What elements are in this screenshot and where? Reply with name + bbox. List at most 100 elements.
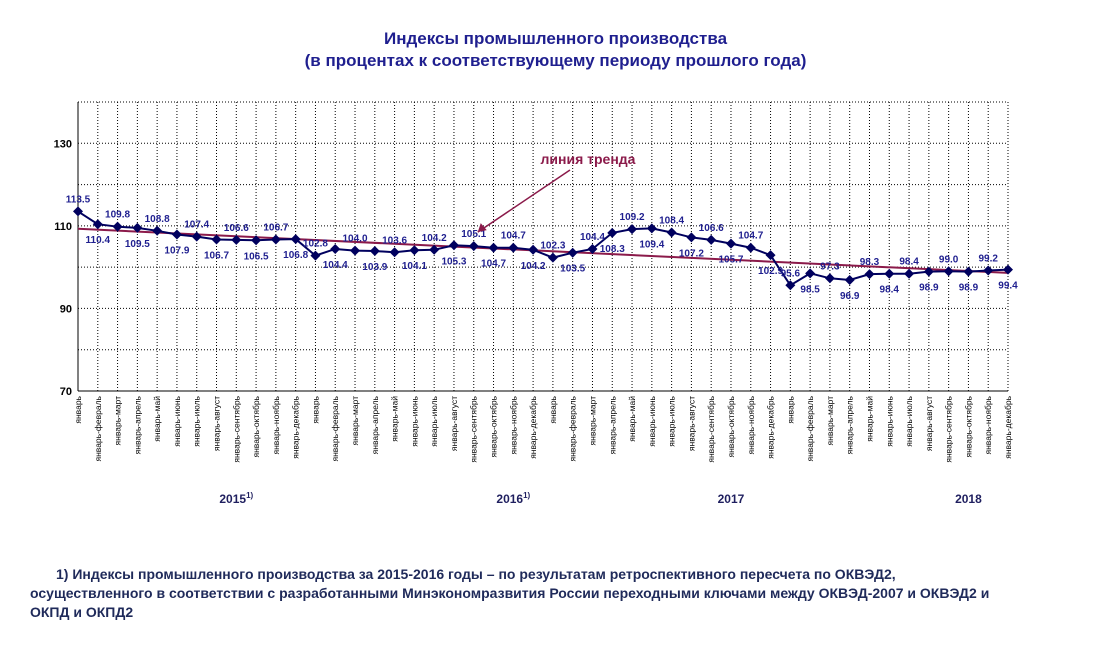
data-point bbox=[211, 234, 222, 245]
data-label: 102.3 bbox=[540, 241, 565, 252]
data-label: 99.2 bbox=[978, 253, 998, 264]
y-tick-label: 110 bbox=[54, 221, 72, 233]
x-tick-label: январь-август bbox=[449, 396, 459, 451]
data-label: 110.4 bbox=[86, 235, 111, 246]
year-label: 2018 bbox=[955, 492, 982, 506]
x-tick-label: январь-ноябрь bbox=[983, 395, 993, 454]
data-point bbox=[587, 243, 598, 254]
data-point bbox=[765, 250, 776, 261]
x-tick-label: январь-октябрь bbox=[489, 395, 499, 457]
data-point bbox=[646, 223, 657, 234]
data-label: 108.8 bbox=[145, 214, 170, 225]
x-tick-label: январь-август bbox=[212, 396, 222, 451]
x-tick-label: январь-август bbox=[924, 396, 934, 451]
year-label-sup: 1) bbox=[246, 491, 253, 500]
data-label: 96.9 bbox=[840, 291, 860, 302]
data-label: 97.3 bbox=[820, 261, 840, 272]
data-point bbox=[824, 273, 835, 284]
data-point bbox=[92, 219, 103, 230]
data-point bbox=[251, 235, 262, 246]
x-tick-label: январь-июнь bbox=[647, 395, 657, 446]
x-tick-label: январь-февраль bbox=[93, 395, 103, 461]
x-tick-label: январь-ноябрь bbox=[746, 395, 756, 454]
data-point bbox=[725, 238, 736, 249]
data-label: 98.3 bbox=[860, 257, 880, 268]
data-point bbox=[785, 280, 796, 291]
data-point bbox=[904, 268, 915, 279]
x-tick-label: январь-май bbox=[390, 396, 400, 442]
x-tick-label: январь-сентябрь bbox=[231, 395, 241, 462]
footnote: 1) Индексы промышленного производства за… bbox=[30, 565, 1090, 622]
data-point bbox=[73, 206, 83, 217]
x-tick-label: январь bbox=[73, 395, 83, 423]
data-label: 105.7 bbox=[718, 255, 743, 266]
x-tick-label: январь-март bbox=[825, 396, 835, 446]
data-label: 108.3 bbox=[600, 244, 625, 255]
x-tick-label: январь-апрель bbox=[132, 395, 142, 454]
x-tick-label: январь-май bbox=[152, 396, 162, 442]
footnote-line-2: осуществленного в соответствии с разрабо… bbox=[30, 585, 990, 601]
data-label: 98.9 bbox=[919, 283, 939, 294]
x-tick-label: январь-февраль bbox=[330, 395, 340, 461]
footnote-line-3: ОКПД и ОКПД2 bbox=[30, 604, 134, 620]
data-label: 95.6 bbox=[781, 268, 801, 279]
x-tick-label: январь bbox=[785, 395, 795, 423]
data-point bbox=[528, 244, 539, 255]
year-label-sup: 1) bbox=[523, 491, 530, 500]
x-tick-label: январь-октябрь bbox=[963, 395, 973, 457]
data-point bbox=[983, 265, 994, 276]
x-tick-label: январь-октябрь bbox=[251, 395, 261, 457]
year-label: 20151) bbox=[219, 491, 253, 506]
data-point bbox=[844, 274, 855, 285]
data-label: 107.4 bbox=[184, 220, 209, 231]
data-point bbox=[567, 247, 578, 258]
line-chart: 70 90 110 130 январь январь-февраль январь-мар… bbox=[54, 101, 1018, 506]
data-label: 104.7 bbox=[738, 231, 763, 242]
data-label: 107.2 bbox=[679, 248, 704, 259]
data-label: 103.5 bbox=[560, 264, 585, 275]
data-point bbox=[805, 268, 816, 279]
data-label: 103.9 bbox=[362, 262, 387, 273]
x-tick-label: январь-февраль bbox=[805, 395, 815, 461]
data-label: 102.9 bbox=[758, 266, 783, 277]
data-point bbox=[429, 244, 440, 255]
x-tick-label: январь-апрель bbox=[370, 395, 380, 454]
x-tick-label: январь-апрель bbox=[845, 395, 855, 454]
x-tick-label: январь-декабрь bbox=[1003, 395, 1013, 458]
data-point bbox=[152, 225, 163, 236]
x-tick-label: январь-декабрь bbox=[766, 395, 776, 458]
data-point bbox=[231, 234, 242, 245]
y-tick-label: 90 bbox=[60, 303, 72, 315]
data-point bbox=[112, 221, 123, 232]
data-label: 113.5 bbox=[66, 194, 91, 205]
data-point bbox=[923, 266, 934, 277]
data-point bbox=[706, 234, 717, 245]
annotation-arrow bbox=[477, 169, 571, 233]
data-label: 107.9 bbox=[164, 246, 189, 257]
x-tick-label: январь-июль bbox=[192, 395, 202, 446]
data-label: 106.7 bbox=[204, 250, 229, 261]
data-label: 106.8 bbox=[283, 250, 308, 261]
data-label: 105.3 bbox=[441, 256, 466, 267]
x-tick-label: январь-июль bbox=[429, 395, 439, 446]
data-label: 98.4 bbox=[880, 285, 900, 296]
x-tick-label: январь-октябрь bbox=[726, 395, 736, 457]
x-tick-label: январь-май bbox=[627, 396, 637, 442]
data-label: 104.2 bbox=[521, 261, 546, 272]
x-tick-label: январь-сентябрь bbox=[706, 395, 716, 462]
x-tick-label: январь-сентябрь bbox=[469, 395, 479, 462]
data-label: 103.6 bbox=[382, 235, 407, 246]
data-label: 109.8 bbox=[105, 210, 130, 221]
data-label: 98.5 bbox=[800, 284, 820, 295]
x-tick-label: январь-июль bbox=[904, 395, 914, 446]
x-tick-label: январь-июнь bbox=[884, 395, 894, 446]
data-label: 104.4 bbox=[323, 260, 348, 271]
year-label: 2017 bbox=[718, 492, 745, 506]
data-point bbox=[666, 227, 677, 238]
chart-title: Индексы промышленного производства bbox=[383, 29, 728, 48]
data-point bbox=[270, 234, 281, 245]
data-label: 104.7 bbox=[481, 259, 506, 270]
x-tick-label: январь-май bbox=[864, 396, 874, 442]
data-label: 98.4 bbox=[899, 257, 919, 268]
x-tick-label: январь-февраль bbox=[568, 395, 578, 461]
